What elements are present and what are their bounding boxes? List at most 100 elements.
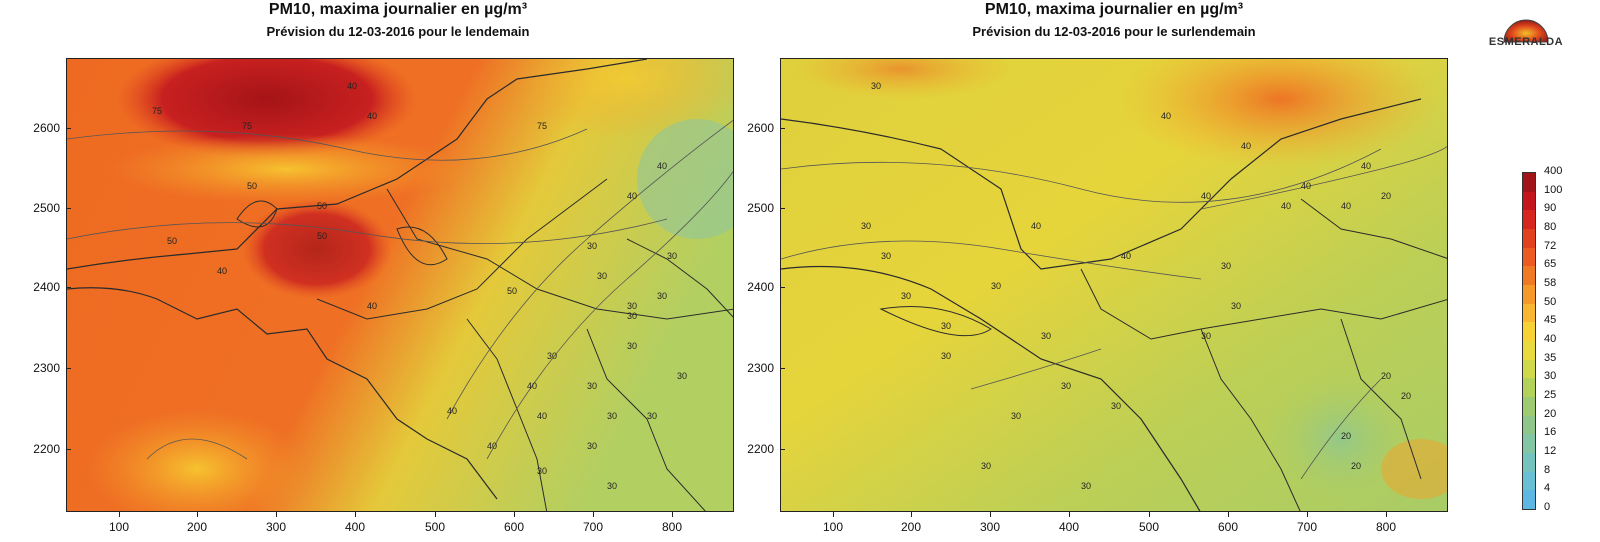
right-panel-header: PM10, maxima journalier en µg/m³ Prévisi… [764,0,1464,42]
right-contour-label: 30 [991,281,1001,291]
right-x-tick-label: 500 [1138,520,1160,534]
right-y-tick-mark [780,287,785,288]
right-y-tick-mark [780,368,785,369]
left-x-tick-mark [672,512,673,517]
colorbar-label: 4 [1544,482,1551,495]
left-contour-label: 30 [537,466,547,476]
right-map-canvas: 30 30 30 30 30 30 30 40 40 40 40 40 30 30 30 30 30 30 40 40… [781,59,1447,511]
left-y-tick-label: 2400 [33,280,60,294]
colorbar-label: 12 [1544,445,1557,457]
left-contour-label: 30 [597,271,607,281]
right-contour-label: 40 [1161,111,1171,121]
left-contour-label: 40 [447,406,457,416]
left-x-tick-label: 300 [265,520,287,534]
left-y-tick-label: 2300 [33,361,60,375]
left-contour-label: 50 [317,201,327,211]
left-x-tick-mark [435,512,436,517]
left-y-tick-mark [66,208,71,209]
right-contour-label: 40 [1201,191,1211,201]
right-contour-label: 20 [1401,391,1411,401]
colorbar-segment [1523,229,1535,249]
left-contour-label: 75 [537,121,547,131]
right-x-tick-label: 700 [1296,520,1318,534]
left-contour-label: 40 [537,411,547,421]
colorbar-label: 40 [1544,333,1557,345]
right-x-tick-label: 600 [1217,520,1239,534]
right-y-tick-label: 2200 [747,442,774,456]
left-y-tick-mark [66,368,71,369]
left-contour-label: 30 [587,241,597,251]
right-contour-label: 30 [1011,411,1021,421]
right-x-tick-mark [1069,512,1070,517]
colorbar-label: 45 [1544,314,1557,327]
left-panel-subtitle: Prévision du 12-03-2016 pour le lendemai… [266,24,530,39]
right-x-tick-mark [1228,512,1229,517]
colorbar-label: 58 [1544,277,1557,289]
right-contour-label: 40 [1031,221,1041,231]
colorbar-segment [1523,415,1535,435]
left-contour-label: 30 [657,291,667,301]
right-x-tick-label: 100 [822,520,844,534]
left-contour-label: 30 [547,351,557,361]
right-contour-label: 40 [1341,201,1351,211]
left-pm10-map: 75 75 50 50 40 40 50 50 40 40 40 40 30 30 30 30 30 40 40 50… [66,58,734,512]
right-x-tick-label: 800 [1375,520,1397,534]
colorbar-label: 65 [1544,258,1557,271]
right-contour-label: 20 [1381,191,1391,201]
colorbar-segment [1523,453,1535,473]
colorbar-label: 8 [1544,463,1551,476]
colorbar-segment [1523,191,1535,211]
right-y-tick-mark [780,449,785,450]
colorbar-label: 16 [1544,426,1557,439]
right-contour-label: 30 [871,81,881,91]
colorbar-segment [1523,359,1535,379]
left-contour-label: 30 [647,411,657,421]
right-x-tick-label: 200 [900,520,922,534]
left-contour-label: 30 [607,411,617,421]
right-x-tick-mark [1149,512,1150,517]
left-contour-label: 50 [247,181,257,191]
left-contour-label: 40 [367,111,377,121]
right-x-tick-mark [1386,512,1387,517]
right-x-tick-mark [1307,512,1308,517]
right-y-tick-label: 2600 [747,121,774,135]
left-contour-label: 30 [627,301,637,311]
left-y-tick-mark [66,287,71,288]
left-x-tick-label: 100 [108,520,130,534]
left-x-tick-label: 400 [344,520,366,534]
right-panel-title: PM10, maxima journalier en µg/m³ [984,1,1244,18]
colorbar-segment [1523,471,1535,491]
colorbar-label: 72 [1544,239,1557,252]
pm10-colorbar [1522,172,1536,510]
right-contour-label: 30 [1061,381,1071,391]
colorbar-segment [1523,397,1535,417]
left-panel-title: PM10, maxima journalier en µg/m³ [268,1,528,18]
left-contour-label: 75 [152,106,162,116]
right-contour-label: 40 [1361,161,1371,171]
colorbar-label: 25 [1544,389,1557,401]
right-contour-label: 40 [1281,201,1291,211]
left-contour-label: 40 [657,161,667,171]
colorbar-segment [1523,341,1535,361]
right-contour-label: 30 [1221,261,1231,271]
right-x-tick-label: 300 [979,520,1001,534]
right-contour-label: 30 [881,251,891,261]
left-x-tick-mark [119,512,120,517]
left-x-tick-label: 700 [582,520,604,534]
left-y-tick-mark [66,128,71,129]
colorbar-label: 50 [1544,295,1557,308]
colorbar-label: 30 [1544,370,1557,383]
right-y-tick-mark [780,128,785,129]
left-x-tick-mark [197,512,198,517]
left-x-tick-label: 800 [661,520,683,534]
right-contour-label: 30 [941,351,951,361]
left-contour-label: 30 [667,251,677,261]
left-contour-label: 40 [487,441,497,451]
colorbar-segment [1523,285,1535,305]
right-pm10-map: 30 30 30 30 30 30 30 40 40 40 40 40 30 30 30 30 30 30 40 40… [780,58,1448,512]
right-contour-label: 30 [1231,301,1241,311]
right-x-tick-mark [833,512,834,517]
right-contour-label: 40 [1241,141,1251,151]
colorbar-segment [1523,378,1535,398]
